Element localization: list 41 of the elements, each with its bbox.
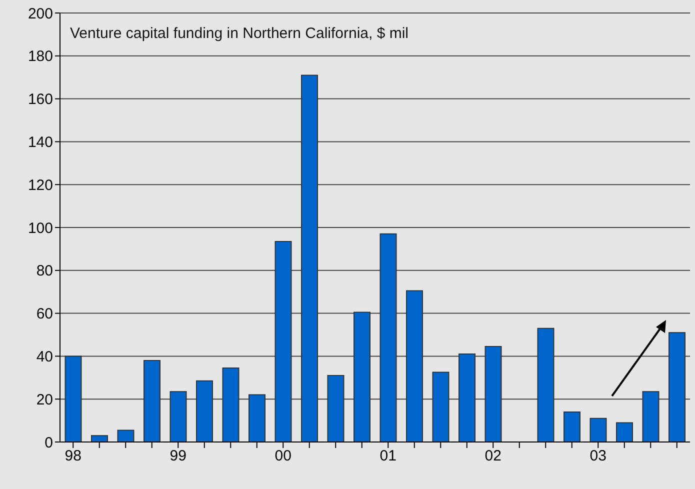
bar bbox=[564, 411, 580, 442]
x-tick-label: 98 bbox=[64, 448, 82, 465]
text: Venture capital funding in Northern California, $ mil bbox=[70, 25, 409, 42]
y-tick-label: 140 bbox=[28, 134, 53, 152]
bar bbox=[91, 435, 108, 442]
y-tick-label: 200 bbox=[28, 5, 53, 22]
bar bbox=[274, 240, 292, 442]
bar bbox=[170, 391, 187, 442]
x-tick-label: 00 bbox=[274, 448, 292, 465]
x-tick-label: 99 bbox=[170, 448, 186, 465]
bar bbox=[144, 360, 160, 442]
bar bbox=[64, 356, 82, 442]
y-tick-label: 160 bbox=[28, 91, 53, 108]
bar bbox=[301, 74, 318, 442]
bar bbox=[248, 394, 266, 442]
bar bbox=[406, 290, 423, 442]
bar bbox=[590, 418, 607, 442]
y-tick-label: 80 bbox=[36, 262, 53, 280]
x-tick-label: 02 bbox=[484, 448, 502, 465]
bar bbox=[354, 312, 370, 442]
x-tick-label: 01 bbox=[380, 448, 396, 465]
bar bbox=[484, 346, 502, 442]
y-tick-label: 100 bbox=[28, 220, 53, 237]
bar bbox=[642, 391, 660, 442]
x-tick-label: 03 bbox=[590, 448, 606, 465]
y-tick-label: 180 bbox=[28, 48, 53, 66]
y-tick-label: 120 bbox=[28, 176, 53, 194]
bar bbox=[380, 233, 397, 442]
y-tick-label: 40 bbox=[36, 348, 53, 366]
bar bbox=[222, 368, 240, 442]
bar bbox=[537, 328, 554, 442]
bar bbox=[432, 372, 450, 442]
bar bbox=[668, 332, 686, 442]
y-tick-label: 20 bbox=[36, 391, 53, 408]
bar bbox=[117, 430, 134, 442]
bar bbox=[616, 422, 633, 442]
bar bbox=[458, 354, 476, 442]
bar bbox=[196, 380, 213, 442]
y-tick-label: 0 bbox=[44, 434, 53, 452]
bar bbox=[327, 375, 344, 442]
y-tick-label: 60 bbox=[36, 306, 53, 323]
